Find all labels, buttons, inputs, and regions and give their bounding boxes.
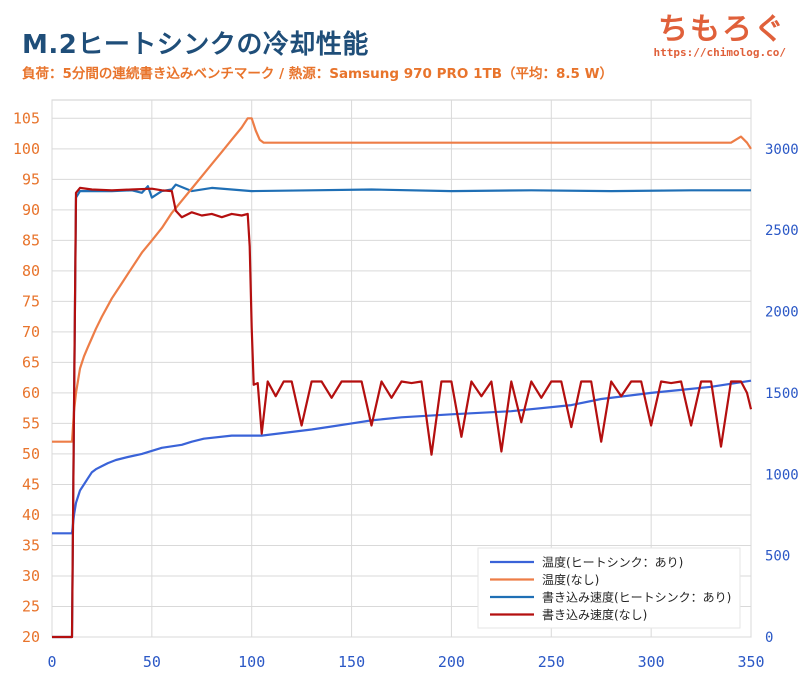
y-left-tick-label: 40 [22,506,40,524]
y-left-tick-label: 35 [22,536,40,554]
series-line-speed-none [52,186,753,639]
y-left-tick-label: 85 [22,231,40,249]
y-left-tick-label: 45 [22,475,40,493]
y-left-tick-label: 100 [13,140,40,158]
x-tick-label: 50 [143,653,161,671]
series-line-temp-heatsink [52,379,752,535]
y-left-tick-label: 25 [22,597,40,615]
brand-url: https://chimolog.co/ [653,46,786,59]
y-left-tick-label: 60 [22,384,40,402]
legend-label: 書き込み速度(ヒートシンク：あり) [542,590,731,605]
y-right-tick-label: 1000 [765,467,799,483]
y-left-tick-label: 30 [22,567,40,585]
x-tick-label: 0 [47,653,56,671]
y-left-tick-label: 105 [13,109,40,127]
x-tick-label: 100 [238,653,265,671]
y-left-tick-label: 95 [22,170,40,188]
y-right-tick-label: 0 [765,630,773,646]
x-tick-label: 250 [538,653,565,671]
y-right-tick-label: 1500 [765,386,799,402]
page-subtitle: 負荷：5分間の連続書き込みベンチマーク / 熱源：Samsung 970 PRO… [22,66,613,82]
y-right-tick-label: 500 [765,549,790,565]
y-left-tick-label: 90 [22,201,40,219]
y-left-tick-label: 80 [22,262,40,280]
legend-label: 温度(なし) [542,572,599,587]
y-left-tick-label: 50 [22,445,40,463]
page-title: M.2ヒートシンクの冷却性能 [22,30,369,60]
x-tick-label: 350 [737,653,764,671]
series-line-temp-none [52,117,752,443]
y-left-tick-label: 75 [22,292,40,310]
y-left-tick-label: 55 [22,414,40,432]
y-right-tick-label: 2000 [765,305,799,321]
brand-logo: ちもろぐ https://chimolog.co/ [654,4,786,59]
legend-label: 書き込み速度(なし) [542,607,647,622]
x-tick-label: 300 [638,653,665,671]
y-right-tick-label: 2500 [765,223,799,239]
y-right-tick-label: 3000 [765,142,799,158]
x-tick-label: 150 [338,653,365,671]
brand-name: ちもろぐ [658,12,786,47]
legend-label: 温度(ヒートシンク：あり) [542,555,683,570]
x-tick-label: 200 [438,653,465,671]
y-left-tick-label: 20 [22,628,40,646]
y-left-tick-label: 65 [22,353,40,371]
y-left-tick-label: 70 [22,323,40,341]
